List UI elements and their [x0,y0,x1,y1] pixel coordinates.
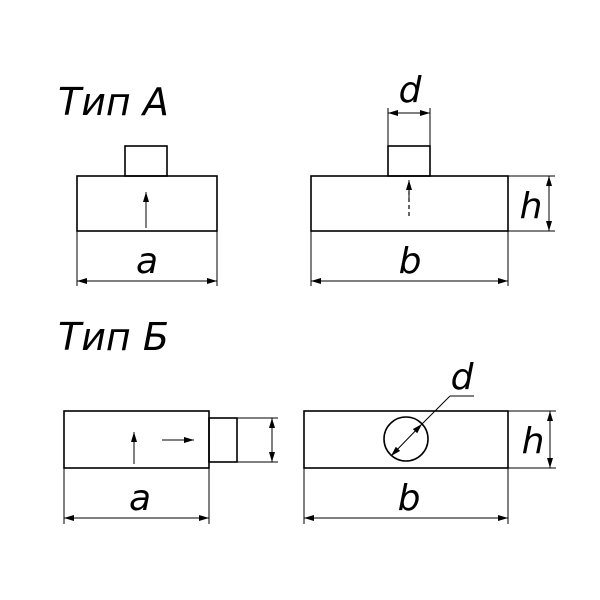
type-b-front-view: d b h [303,357,556,524]
type-b-group: Тип Б a d [58,315,556,524]
type-b-opening-circle [383,416,429,462]
dim-d2-label: d [451,357,475,398]
dim-d2-line [390,423,423,457]
type-a-nozzle [124,145,168,177]
type-a-side-view: a [76,145,218,286]
dim-a2-label: a [129,478,151,519]
type-b-nozzle [208,417,238,463]
dim-d-label: d [399,70,423,111]
dim-d2-leader [421,395,451,425]
dim-b-label: b [399,241,422,282]
dim-h2-label: h [522,421,545,462]
dim-b2-label: b [398,478,421,519]
dim-h-label: h [520,186,543,227]
type-a-title: Тип А [58,80,169,124]
type-b-title: Тип Б [58,315,169,359]
type-a-body [76,175,218,232]
dim-a-label: a [136,241,158,282]
type-a-front-view: d b h [310,70,555,286]
type-b-side-view: a [63,410,278,524]
type-a-front-nozzle [387,145,431,177]
type-b-front-body [303,410,509,469]
type-a-group: Тип А a d b [58,70,555,286]
